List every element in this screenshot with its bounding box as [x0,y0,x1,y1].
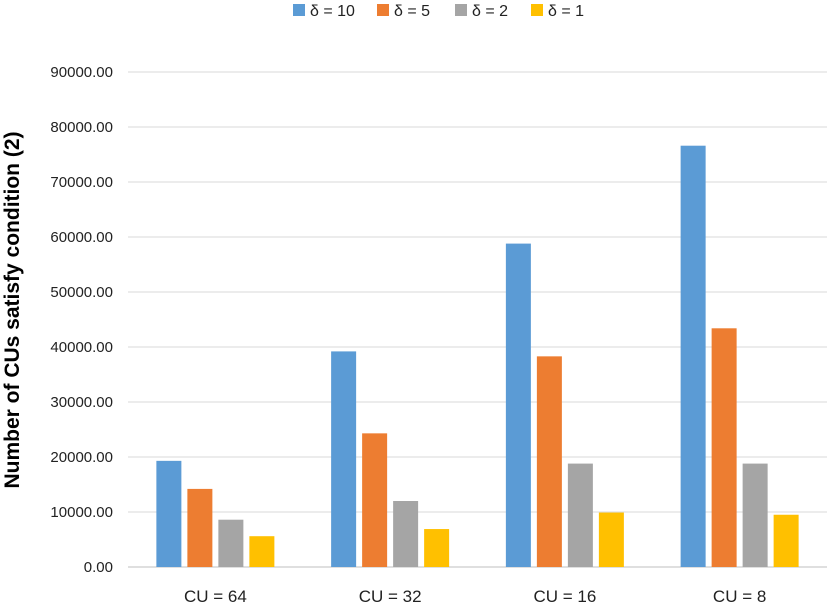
y-tick-label: 10000.00 [50,504,113,521]
y-tick-label: 20000.00 [50,449,113,466]
y-tick-label: 30000.00 [50,394,113,411]
y-tick-label: 70000.00 [50,174,113,191]
bar [331,351,357,567]
bar [680,145,706,567]
bar [773,514,799,567]
bar [249,536,275,567]
gridlines [128,71,827,568]
x-category-label: CU = 64 [184,587,247,606]
bar [567,463,593,567]
y-tick-label: 40000.00 [50,339,113,356]
bar [598,512,624,567]
bar [505,243,531,567]
x-category-label: CU = 8 [713,587,766,606]
bar [362,433,388,567]
legend-item: δ = 1 [531,3,584,20]
legend-item: δ = 10 [293,3,355,20]
bar [424,529,450,567]
legend-label: δ = 2 [472,3,508,20]
bar [536,356,562,567]
legend-swatch [293,4,305,16]
bar [393,501,419,567]
y-tick-label: 50000.00 [50,284,113,301]
y-tick-label: 60000.00 [50,229,113,246]
legend-swatch [377,4,389,16]
y-tick-label: 80000.00 [50,119,113,136]
legend-label: δ = 10 [310,3,355,20]
bar [156,460,182,567]
y-axis-label: Number of CUs satisfy condition (2) [1,131,24,488]
legend: δ = 10 δ = 5 δ = 2 δ = 1 [293,3,584,20]
bar [218,519,244,567]
x-category-label: CU = 16 [533,587,596,606]
legend-swatch [531,4,543,16]
bar [742,463,768,567]
bars [156,145,799,567]
x-category-label: CU = 32 [359,587,422,606]
legend-swatch [455,4,467,16]
legend-item: δ = 2 [455,3,508,20]
y-tick-label: 90000.00 [50,64,113,81]
legend-label: δ = 5 [394,3,430,20]
bar [711,328,737,567]
y-axis-ticks: 0.00 10000.00 20000.00 30000.00 40000.00 5000… [50,64,113,576]
legend-item: δ = 5 [377,3,430,20]
y-tick-label: 0.00 [84,559,113,576]
bar [187,488,213,567]
legend-label: δ = 1 [548,3,584,20]
x-axis-categories: CU = 64 CU = 32 CU = 16 CU = 8 [184,587,766,606]
